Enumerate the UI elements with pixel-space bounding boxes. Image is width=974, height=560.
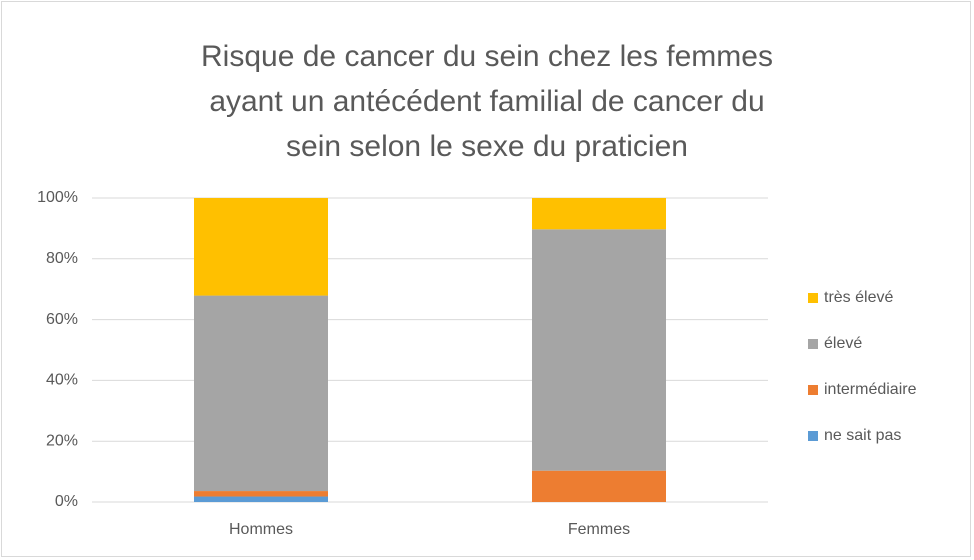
chart-title: Risque de cancer du sein chez les femmes…: [201, 40, 773, 163]
y-tick-label: 0%: [55, 493, 78, 510]
bar-segment: [532, 470, 666, 502]
y-tick-label: 40%: [46, 372, 78, 389]
legend-swatch: [808, 431, 818, 441]
legend-swatch: [808, 385, 818, 395]
legend-label: ne sait pas: [824, 427, 901, 444]
legend-label: très élevé: [824, 289, 893, 306]
bar-segment: [532, 198, 666, 230]
bar-segment: [194, 295, 328, 492]
legend-swatch: [808, 293, 818, 303]
y-tick-label: 80%: [46, 250, 78, 267]
bar-segment: [532, 229, 666, 471]
y-tick-label: 20%: [46, 432, 78, 449]
bar-segment: [194, 491, 328, 497]
bar-segment: [194, 198, 328, 296]
y-tick-label: 60%: [46, 311, 78, 328]
legend-label: élevé: [824, 335, 862, 352]
bar-segment: [194, 496, 328, 502]
legend-swatch: [808, 339, 818, 349]
legend-label: intermédiaire: [824, 381, 917, 398]
y-tick-label: 100%: [37, 189, 78, 206]
x-tick-label: Hommes: [229, 521, 293, 538]
x-tick-label: Femmes: [568, 521, 630, 538]
